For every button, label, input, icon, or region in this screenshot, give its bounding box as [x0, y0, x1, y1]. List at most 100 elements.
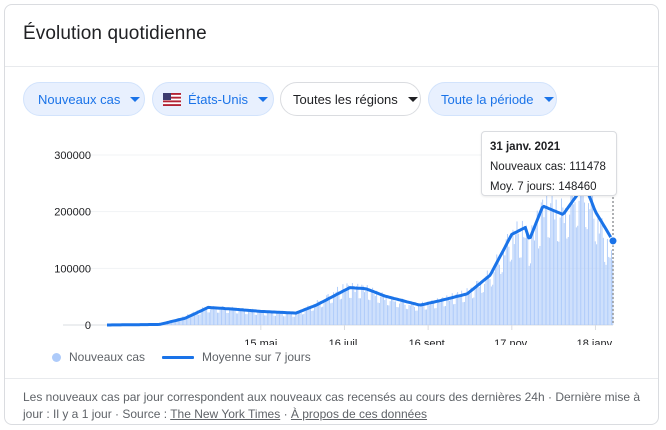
daily-case-bar	[463, 301, 465, 325]
daily-case-bar	[554, 219, 556, 325]
daily-case-bar	[319, 303, 321, 325]
daily-case-bar	[169, 322, 171, 325]
daily-case-bar	[248, 309, 249, 325]
daily-case-bar	[287, 311, 289, 325]
daily-case-bar	[214, 309, 216, 325]
daily-case-bar	[484, 283, 486, 325]
daily-case-bar	[520, 257, 522, 325]
daily-case-bar	[477, 280, 479, 325]
daily-case-bar	[473, 297, 475, 325]
cases-chart[interactable]: 0 100000 200000 300000 15 mai 16 juil. 16 sept…	[5, 5, 659, 345]
source-link[interactable]: The New York Times	[170, 407, 281, 421]
daily-case-bar	[252, 308, 253, 325]
daily-case-bar	[222, 306, 224, 325]
daily-case-bar	[458, 297, 460, 325]
daily-case-bar	[604, 261, 606, 325]
daily-case-bar	[368, 299, 370, 325]
daily-case-bar	[492, 284, 494, 325]
daily-case-bar	[481, 292, 483, 325]
daily-case-bar	[589, 209, 591, 325]
daily-case-bar	[369, 300, 371, 325]
daily-case-bar	[311, 310, 313, 325]
daily-case-bar	[316, 300, 318, 325]
daily-case-bar	[276, 311, 278, 325]
tooltip-avg: Moy. 7 jours: 148460	[490, 177, 608, 197]
daily-case-bar	[327, 293, 329, 325]
daily-case-bar	[521, 220, 523, 325]
daily-case-bar	[254, 314, 256, 325]
about-data-link[interactable]: À propos de ces données	[290, 407, 428, 421]
daily-case-bar	[532, 232, 534, 325]
daily-case-bar	[454, 303, 456, 325]
daily-case-bar	[318, 301, 320, 325]
tooltip-date: 31 janv. 2021	[490, 141, 561, 153]
daily-case-bar	[513, 244, 515, 325]
country-dropdown[interactable]: États-Unis	[152, 82, 274, 116]
daily-case-bar	[470, 287, 472, 325]
metric-dropdown[interactable]: Nouveaux cas	[23, 82, 145, 116]
x-tick-label: 17 nov.	[494, 338, 529, 345]
daily-case-bar	[215, 308, 217, 325]
daily-case-bar	[350, 297, 352, 325]
daily-case-bar	[202, 307, 204, 325]
daily-case-bar	[358, 298, 360, 325]
daily-case-bar	[381, 292, 383, 325]
regions-dropdown[interactable]: Toutes les régions	[280, 82, 421, 116]
daily-case-bar	[288, 313, 290, 325]
daily-case-bar	[548, 237, 550, 325]
daily-case-bar	[221, 308, 222, 325]
daily-case-bar	[586, 229, 588, 325]
daily-case-bar	[206, 307, 208, 325]
daily-case-bar	[601, 218, 603, 325]
daily-case-bar	[573, 204, 575, 325]
daily-case-bar	[386, 305, 388, 325]
daily-case-bar	[443, 306, 445, 325]
daily-case-bar	[289, 314, 291, 325]
daily-case-bar	[409, 305, 411, 325]
daily-case-bar	[365, 290, 367, 325]
daily-case-bar	[474, 289, 476, 325]
daily-case-bar	[361, 284, 363, 325]
daily-case-bar	[542, 199, 544, 325]
daily-case-bar	[196, 310, 198, 325]
daily-case-bar	[351, 282, 353, 325]
daily-case-bar	[279, 313, 280, 325]
daily-case-bar	[300, 311, 302, 325]
daily-case-bar	[467, 291, 469, 325]
daily-case-bar	[280, 313, 282, 325]
daily-case-bar	[512, 229, 514, 325]
daily-case-bar	[436, 298, 438, 325]
daily-case-bar	[331, 302, 333, 325]
daily-case-bar	[550, 203, 552, 325]
daily-case-bar	[388, 305, 390, 325]
daily-case-bar	[597, 215, 599, 325]
y-tick-label: 0	[85, 320, 91, 332]
period-dropdown[interactable]: Toute la période	[428, 82, 557, 116]
daily-case-bar	[480, 283, 482, 325]
daily-case-bar	[262, 310, 264, 325]
daily-case-bar	[416, 310, 418, 325]
daily-case-bar	[432, 301, 434, 325]
line-swatch-icon	[162, 355, 194, 359]
chart-tooltip: 31 janv. 2021 Nouveaux cas: 111478 Moy. …	[481, 131, 617, 196]
daily-case-bar	[505, 239, 507, 325]
daily-case-bar	[500, 274, 502, 325]
daily-case-bar	[590, 189, 592, 325]
daily-case-bar	[592, 194, 594, 325]
daily-case-bar	[609, 257, 611, 325]
daily-case-bar	[602, 237, 604, 325]
daily-case-bar	[303, 313, 305, 325]
metric-dropdown-label: Nouveaux cas	[38, 91, 121, 107]
daily-case-bar	[431, 299, 433, 325]
daily-case-bar	[422, 301, 424, 325]
daily-case-bar	[373, 293, 375, 325]
daily-case-bar	[485, 276, 487, 325]
tooltip-cases: Nouveaux cas: 111478	[490, 157, 608, 177]
daily-case-bar	[471, 298, 473, 325]
daily-case-bar	[449, 300, 451, 325]
x-tick-label: 16 sept.	[409, 338, 448, 345]
daily-case-bar	[596, 244, 598, 325]
daily-case-bar	[605, 264, 607, 325]
daily-case-bar	[171, 322, 173, 325]
daily-case-bar	[184, 317, 186, 325]
